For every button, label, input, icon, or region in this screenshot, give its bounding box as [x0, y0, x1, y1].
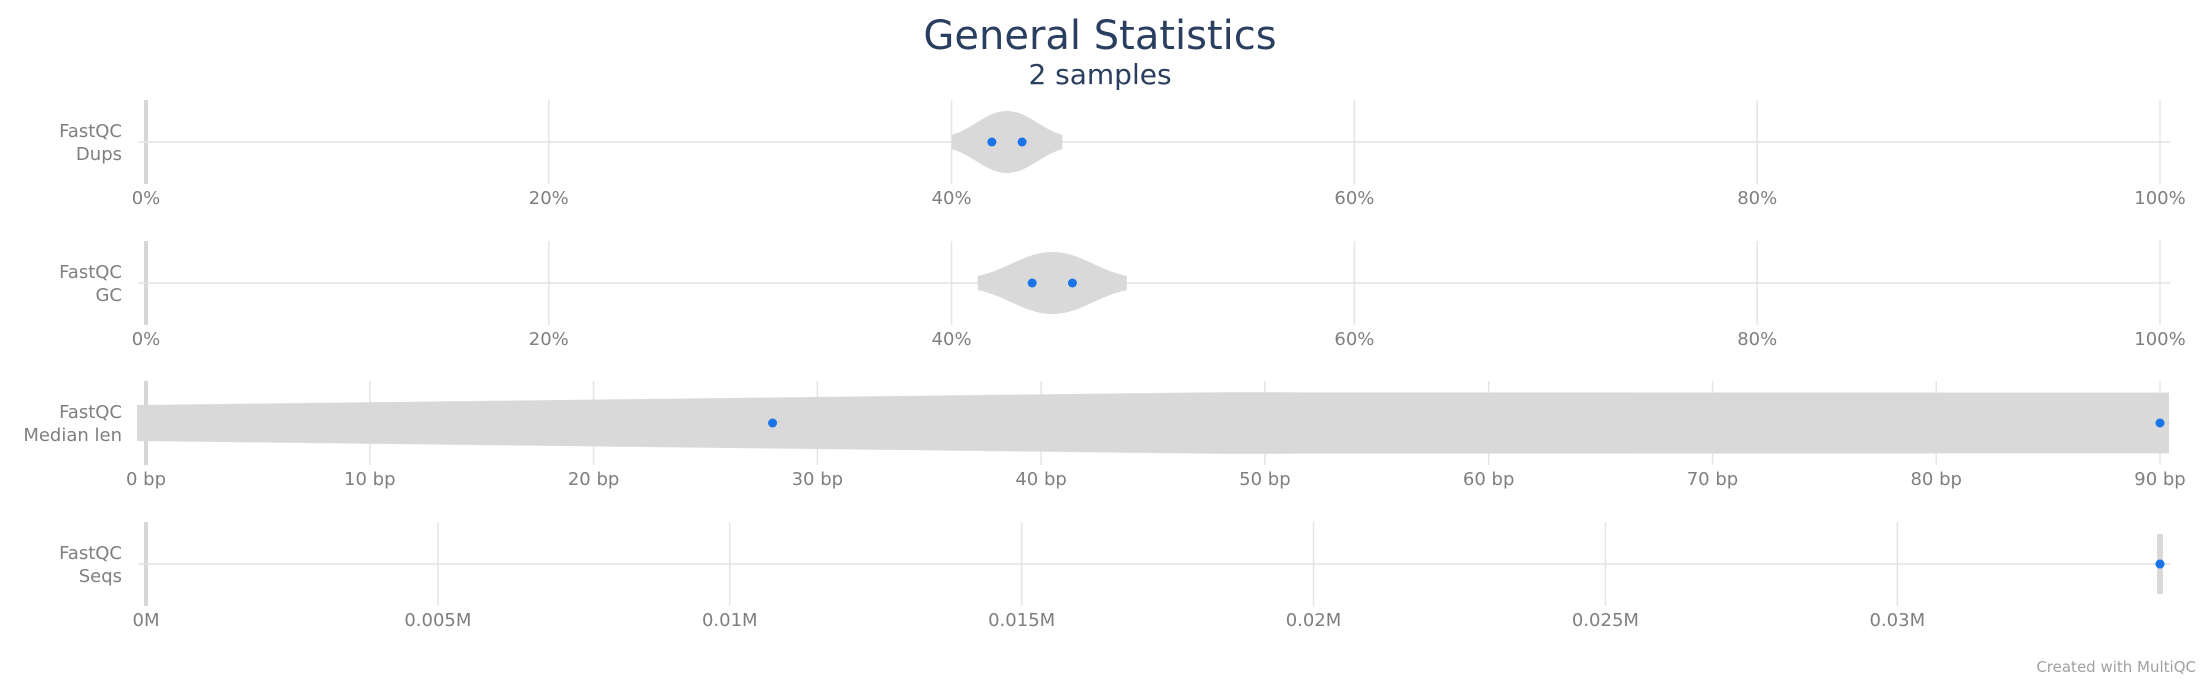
violin: [951, 111, 1063, 173]
data-point[interactable]: [2155, 418, 2165, 428]
tick-label: 40%: [932, 329, 972, 350]
metric-label: FastQC: [59, 262, 122, 283]
tick-label: 50 bp: [1239, 469, 1290, 490]
violin: [137, 392, 2169, 454]
tick-label: 80 bp: [1910, 469, 1961, 490]
tick-label: 0.03M: [1869, 610, 1925, 631]
tick-label: 60%: [1334, 329, 1374, 350]
violin: [977, 252, 1127, 314]
tick-label: 0%: [132, 329, 161, 350]
chart-subtitle: 2 samples: [1028, 58, 1171, 91]
tick-label: 100%: [2134, 329, 2185, 350]
data-point[interactable]: [768, 418, 778, 428]
tick-label: 0.015M: [988, 610, 1055, 631]
tick-label: 0M: [133, 610, 160, 631]
tick-label: 40 bp: [1015, 469, 1066, 490]
metric-label: FastQC: [59, 121, 122, 142]
panel-4: 0M 0.005M 0.01M 0.015M 0.02M 0.025M 0.03M FastQ…: [59, 522, 2170, 631]
tick-label: 0.025M: [1572, 610, 1639, 631]
data-point[interactable]: [1017, 137, 1027, 147]
tick-label: 20%: [529, 188, 569, 209]
tick-label: 0 bp: [126, 469, 166, 490]
data-point[interactable]: [2155, 559, 2165, 569]
metric-label: Median len: [23, 425, 122, 446]
tick-label: 100%: [2134, 188, 2185, 209]
metric-label: Seqs: [79, 566, 122, 587]
metric-label: FastQC: [59, 402, 122, 423]
tick-label: 80%: [1737, 329, 1777, 350]
chart-title: General Statistics: [923, 13, 1276, 59]
tick-label: 0.02M: [1286, 610, 1342, 631]
tick-label: 80%: [1737, 188, 1777, 209]
tick-label: 20 bp: [568, 469, 619, 490]
tick-label: 0.005M: [404, 610, 471, 631]
metric-label: Dups: [76, 144, 122, 165]
multiqc-credit[interactable]: Created with MultiQC: [2036, 658, 2196, 676]
data-point[interactable]: [1027, 278, 1037, 288]
tick-label: 40%: [932, 188, 972, 209]
tick-label: 60 bp: [1463, 469, 1514, 490]
tick-label: 0%: [132, 188, 161, 209]
tick-label: 0.01M: [702, 610, 758, 631]
tick-label: 10 bp: [344, 469, 395, 490]
metric-label: FastQC: [59, 543, 122, 564]
data-point[interactable]: [987, 137, 997, 147]
tick-label: 70 bp: [1687, 469, 1738, 490]
tick-label: 60%: [1334, 188, 1374, 209]
tick-label: 20%: [529, 329, 569, 350]
panel-3: 0 bp 10 bp 20 bp 30 bp 40 bp 50 bp 60 bp 70 bp 8…: [23, 381, 2186, 490]
tick-label: 90 bp: [2134, 469, 2185, 490]
data-point[interactable]: [1067, 278, 1077, 288]
tick-label: 30 bp: [792, 469, 843, 490]
metric-label: GC: [95, 285, 122, 306]
